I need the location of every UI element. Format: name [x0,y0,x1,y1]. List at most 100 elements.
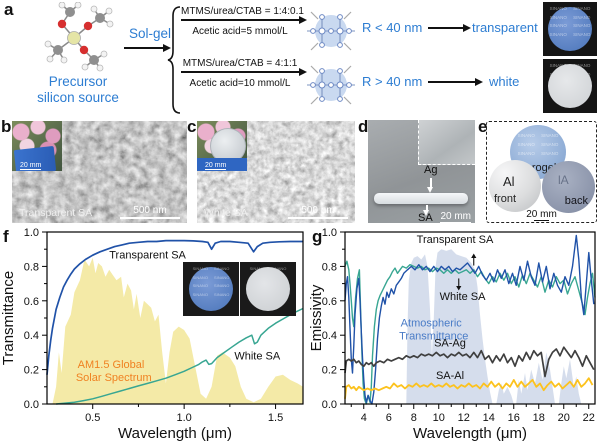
panel-a-synthesis-scheme: a [0,0,600,118]
route1-result-arrow [428,24,471,31]
svg-text:AM1.5 Global: AM1.5 Global [78,359,145,371]
outdoor-photo-inset: 20 mm [197,121,247,171]
route2-radius: R > 40 nm [362,74,423,89]
precursor-caption: Precursor silicon source [8,74,148,106]
photo-scale-text: 20 mm [526,208,557,220]
transparent-sample-photo: SINANO SINANO SINANO SINANO SINANO SINAN… [543,2,597,56]
panel-label-d: d [358,117,369,136]
al-label: Al [503,174,515,189]
svg-text:0.0: 0.0 [322,399,337,411]
route2-result: white [489,74,520,89]
svg-text:12: 12 [458,412,470,424]
svg-text:14: 14 [483,412,495,424]
svg-text:0.5: 0.5 [85,412,100,424]
transparent-sample-photo: SINANO SINANO SINANO SINANO SINANO SINAN… [183,262,239,316]
sample-name-label: Transparent SA [19,207,93,219]
inset-scale-bar: 20 mm [205,162,227,170]
panel-label-f: f [3,227,9,246]
svg-text:0.8: 0.8 [24,261,39,273]
svg-text:22: 22 [583,412,595,424]
mirrored-al-watermark: lA [558,173,569,187]
solgel-label: Sol-gel [128,26,172,41]
panel-g-emissivity-chart: g 4 6 8 10 12 14 16 18 20 22 0.0 0.2 0.4 0.6 0.8 1.0 Wav… [308,225,600,443]
sa-arrow-icon [423,205,429,216]
front-label: front [494,193,517,205]
inset-scale-text: 20 mm [205,162,227,170]
panel-label-g: g [312,227,323,246]
sem-scale-text: 500 nm [301,204,335,216]
route2-conditions: MTMS/urea/CTAB = 4:1:1 Acetic acid=10 mm… [181,58,307,89]
svg-text:Transparent SA: Transparent SA [417,234,494,246]
ag-layer-label: Ag [424,164,438,176]
svg-text:0.6: 0.6 [24,296,39,308]
route1-acid: Acetic acid=5 mmol/L [192,25,288,37]
svg-text:0.6: 0.6 [322,296,337,308]
svg-text:1.0: 1.0 [322,227,337,239]
svg-text:White SA: White SA [440,291,487,303]
white-disc [246,267,290,311]
panel-label-a: a [4,0,14,19]
dashed-box: SINANO SINANO SINANO SINANO SINANO SINAN… [486,121,597,223]
transparent-disc [189,267,233,311]
route2-ratio: MTMS/urea/CTAB = 4:1:1 [182,58,298,69]
svg-text:Emissivity: Emissivity [308,284,325,351]
brace [167,6,181,114]
panel-b-sem-transparent: b 20 mm Transparent SA 500 nm [0,118,187,225]
scale-bar-line [288,216,348,219]
route2-arrow [181,68,307,75]
photo-scale-bar: 20 mm [487,208,596,221]
svg-text:0.2: 0.2 [322,365,337,377]
route1-ratio: MTMS/urea/CTAB = 1:4:0.1 [181,6,304,17]
svg-text:Solar Spectrum: Solar Spectrum [76,372,152,384]
svg-text:1.5: 1.5 [268,412,283,424]
svg-text:10: 10 [433,412,445,424]
white-disc [548,64,592,108]
svg-text:White SA: White SA [234,350,281,362]
sample-photos-inset: SINANO SINANO SINANO SINANO SINANO SINAN… [183,262,296,316]
svg-text:0.0: 0.0 [24,399,39,411]
route1-result: transparent [472,20,538,35]
back-label: back [564,195,588,207]
sem-image-white: 20 mm White SA 500 nm [197,121,355,223]
transparent-disc [548,7,592,51]
svg-text:0.2: 0.2 [24,365,39,377]
svg-text:Wavelength (μm): Wavelength (μm) [118,425,232,442]
svg-text:0.4: 0.4 [24,330,39,342]
svg-text:Transparent SA: Transparent SA [109,250,186,262]
svg-text:16: 16 [508,412,520,424]
svg-text:Wavelength (μm): Wavelength (μm) [413,425,527,442]
svg-text:8: 8 [411,412,417,424]
route1-radius: R < 40 nm [362,20,423,35]
panel-label-e: e [478,117,488,136]
precursor-line1: Precursor [48,74,108,89]
svg-text:Transmittance: Transmittance [399,331,468,343]
sem-scale-text: 500 nm [133,204,167,216]
panel-f-transmittance-chart: f 0.5 1.0 1.5 0.0 0.2 0.4 0.6 0.8 1.0 Wavelength … [0,225,308,443]
al-foil-front-disc: Al front [489,160,541,212]
scale-bar-line [534,219,549,221]
photo-scale-bar: 20 mm [440,211,471,223]
sample-name-label: White SA [204,207,248,219]
photo-scale-text: 20 mm [440,211,471,223]
white-sample-photo: SINANO SINANO SINANO SINANO SINANO SINAN… [543,59,597,113]
aerogel-strip [374,193,468,204]
panel-c-sem-white: c 20 mm White SA 500 nm [187,118,357,225]
svg-text:Transmittance: Transmittance [0,271,17,365]
svg-text:6: 6 [386,412,392,424]
inset-scale-bar: 20 mm [20,162,42,170]
blue-strip [197,158,247,171]
svg-text:0.8: 0.8 [322,261,337,273]
svg-text:1.0: 1.0 [24,227,39,239]
svg-text:1.0: 1.0 [176,412,191,424]
sinano-watermark: SINANO SINANO SINANO SINANO SINANO SINAN… [192,266,230,297]
svg-text:0.4: 0.4 [322,330,337,342]
emissivity-chart: 4 6 8 10 12 14 16 18 20 22 0.0 0.2 0.4 0.6 0.8 1.0 Wavel… [308,227,596,442]
precursor-line2: silicon source [37,90,119,105]
panel-d-sa-ag-photo: d Ag SA 20 mm [357,118,477,225]
small-particle-schematic [307,11,355,51]
svg-text:18: 18 [533,412,545,424]
solgel-arrow [124,44,171,51]
white-sample-photo: SINANO SINANO SINANO SINANO SINANO SINAN… [240,262,296,316]
svg-text:Atmospheric: Atmospheric [401,318,463,330]
